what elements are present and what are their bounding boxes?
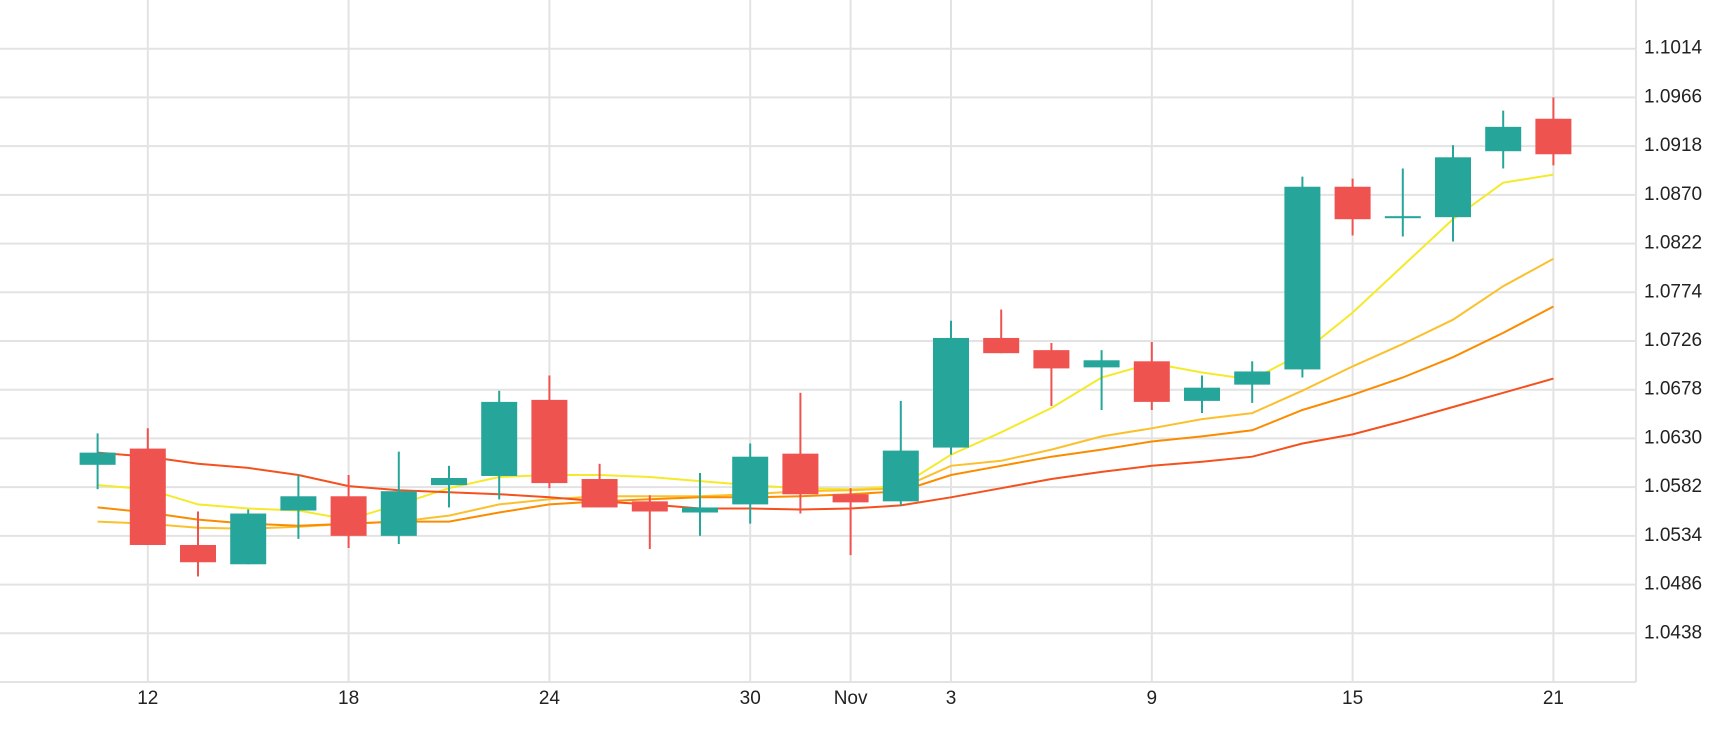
candle-body: [380, 491, 417, 536]
candle-body: [1284, 186, 1321, 370]
candle-body: [1083, 360, 1120, 368]
candle-body: [1384, 216, 1421, 219]
y-tick-label: 1.0534: [1644, 525, 1703, 546]
candle-body: [1133, 361, 1170, 402]
candle-body: [631, 501, 668, 512]
candle-body: [983, 337, 1020, 354]
candle-body: [180, 544, 216, 563]
y-tick-label: 1.0726: [1644, 330, 1702, 351]
x-tick-label: 3: [946, 688, 957, 709]
moving-average-line: [97, 305, 1554, 527]
candle-body: [79, 452, 116, 465]
candle-body: [682, 507, 718, 513]
x-tick-label: 18: [338, 688, 359, 709]
y-tick-label: 1.0918: [1644, 135, 1702, 156]
y-tick-label: 1.0630: [1644, 427, 1702, 448]
x-tick-label: Nov: [834, 688, 868, 709]
candle-body: [1485, 126, 1522, 152]
y-tick-label: 1.0582: [1644, 476, 1702, 497]
candle-body: [1033, 350, 1070, 369]
y-tick-label: 1.0438: [1644, 622, 1702, 643]
y-tick-label: 1.0870: [1644, 184, 1702, 205]
candle-body: [581, 479, 618, 508]
candle-body: [882, 450, 919, 502]
candle-body: [1535, 118, 1572, 155]
x-tick-label: 9: [1147, 688, 1158, 709]
candle-body: [832, 494, 869, 503]
y-tick-label: 1.0822: [1644, 233, 1702, 254]
candle-body: [1234, 371, 1271, 385]
candle-body: [1435, 157, 1471, 218]
y-tick-label: 1.1014: [1644, 38, 1703, 59]
y-tick-label: 1.0678: [1644, 379, 1702, 400]
candle-body: [1334, 186, 1371, 220]
candle-body: [280, 496, 317, 511]
candle-body: [330, 496, 367, 536]
candle-body: [1184, 387, 1220, 401]
candle-body: [732, 456, 769, 505]
y-tick-label: 1.0774: [1644, 281, 1703, 302]
candle-body: [129, 448, 166, 545]
moving-average-line: [97, 173, 1554, 521]
candle-body: [230, 513, 267, 565]
candle-body: [431, 478, 467, 486]
x-tick-label: 12: [137, 688, 158, 709]
moving-average-line: [97, 377, 1554, 511]
candle-body: [531, 399, 568, 484]
x-tick-label: 21: [1543, 688, 1564, 709]
x-tick-label: 24: [539, 688, 561, 709]
y-tick-label: 1.0486: [1644, 574, 1702, 595]
x-tick-label: 15: [1342, 688, 1363, 709]
candle-body: [481, 401, 518, 476]
x-tick-label: 30: [740, 688, 761, 709]
candle-body: [933, 337, 969, 448]
y-tick-label: 1.0966: [1644, 86, 1702, 107]
candle-body: [782, 453, 819, 495]
